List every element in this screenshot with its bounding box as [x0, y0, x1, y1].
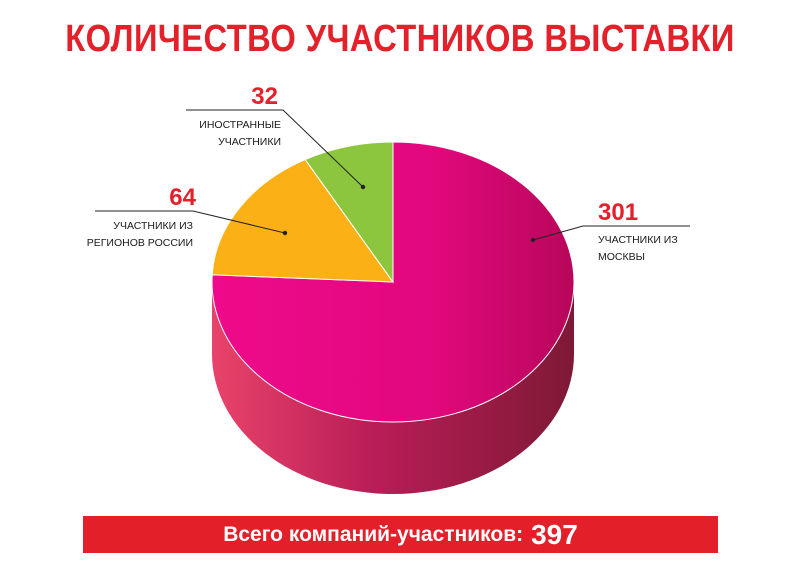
callout-line [186, 109, 364, 188]
slice-value: 32 [251, 83, 278, 110]
total-label: Всего компаний-участников: [223, 522, 524, 546]
slice-callout-2: 64 УЧАСТНИКИ ИЗ РЕГИОНОВ РОССИИ [87, 184, 288, 249]
chart-title: КОЛИЧЕСТВО УЧАСТНИКОВ ВЫСТАВКИ [65, 18, 735, 60]
slice-callout-1: 301 УЧАСТНИКИ ИЗ МОСКВЫ [530, 199, 690, 263]
pie-side-wall [212, 282, 574, 494]
pie-slice-3 [304, 141, 394, 284]
slice-callout-3: 32 ИНОСТРАННЫЕ УЧАСТНИКИ [186, 83, 366, 190]
slice-value: 64 [169, 184, 196, 211]
pie-slice-2 [211, 158, 395, 283]
slice-value: 301 [598, 199, 638, 226]
total-value: 397 [531, 518, 578, 550]
callout-line [532, 225, 690, 241]
slice-label: УЧАСТНИКИ [218, 136, 281, 148]
slice-label: РЕГИОНОВ РОССИИ [87, 237, 193, 249]
total-banner: Всего компаний-участников: 397 [83, 516, 718, 553]
slice-label: ИНОСТРАННЫЕ [199, 119, 281, 131]
callout-line [95, 210, 286, 234]
pie-side-surface [212, 282, 574, 494]
slice-label: УЧАСТНИКИ ИЗ [598, 234, 678, 246]
slice-label: МОСКВЫ [598, 251, 645, 263]
slice-label: УЧАСТНИКИ ИЗ [113, 220, 193, 232]
pie-slice-1 [211, 141, 575, 423]
